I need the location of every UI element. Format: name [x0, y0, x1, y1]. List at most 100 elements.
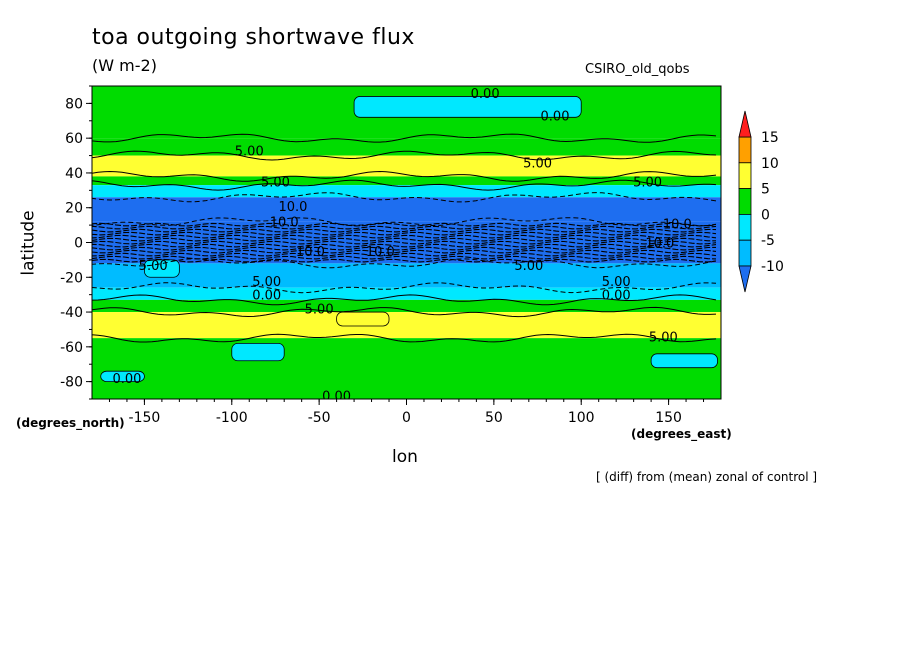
contour-line-10 [92, 333, 717, 343]
y-tick-label-2: -40 [60, 305, 83, 321]
equatorial-contour-10 [92, 252, 717, 257]
y-tick-label-4: 0 [74, 236, 83, 252]
contour-label-2: 5.00 [235, 144, 264, 159]
contour-label-15: 5.00 [602, 275, 631, 290]
contour-line-7 [92, 282, 717, 294]
contour-label-8: 10.0 [663, 217, 692, 232]
contour-band-10 [92, 312, 721, 339]
equatorial-contour-6 [92, 240, 717, 245]
x-tick-label-6: 150 [655, 410, 682, 426]
contour-label-20: 0.00 [112, 372, 141, 387]
colorbar-extend-bottom [738, 265, 752, 293]
contour-label-14: 5.00 [252, 275, 281, 290]
equatorial-contour-8 [92, 246, 717, 251]
contour-label-10: 10.0 [366, 245, 395, 260]
equatorial-contour-5 [92, 237, 716, 242]
colorbar-tick-label-2: 5 [761, 182, 770, 198]
contour-patch-5 [336, 311, 390, 327]
contour-label-7: 10.0 [270, 216, 299, 231]
equatorial-contour-1 [92, 225, 717, 230]
contour-label-6: 10.0 [278, 200, 307, 215]
colorbar-tick-label-5: -10 [761, 259, 784, 275]
contour-line-4 [92, 192, 717, 203]
x-tick-label-5: 100 [568, 410, 595, 426]
chart-title: toa outgoing shortwave flux [92, 25, 415, 50]
y-tick-label-7: 60 [65, 131, 83, 147]
colorbar-segment-0 [738, 136, 752, 164]
model-label: CSIRO_old_qobs [585, 62, 690, 77]
x-axis: -150 -100 -50 0 50 100 150 [108, 399, 705, 426]
y-tick-label-8: 80 [65, 96, 83, 112]
contour-band-1 [92, 138, 721, 156]
equatorial-contour-12 [92, 258, 717, 263]
contour-label-19: 5.00 [649, 330, 678, 345]
colorbar-segment-2 [738, 188, 752, 215]
equatorial-contour-11 [92, 255, 717, 260]
x-tick-label-4: 50 [485, 410, 503, 426]
contour-label-12: 5.00 [139, 259, 168, 274]
y-tick-label-5: 20 [65, 201, 83, 217]
y-tick-label-1: -60 [60, 340, 83, 356]
colorbar-tick-label-3: 0 [761, 207, 770, 223]
contour-patch-3 [650, 353, 718, 369]
contour-label-3: 5.00 [523, 157, 552, 172]
contour-band-8 [92, 287, 721, 300]
equatorial-contour-2 [92, 228, 717, 233]
contour-patch-4 [144, 259, 180, 278]
contour-label-13: 5.00 [514, 259, 543, 274]
contour-label-17: 0.00 [602, 289, 631, 304]
equatorial-contour-0 [92, 222, 717, 227]
contour-band-7 [92, 263, 721, 288]
footnote: [ (diff) from (mean) zonal of control ] [596, 470, 818, 484]
contour-label-9: 10.0 [296, 245, 325, 260]
equatorial-contour-4 [92, 234, 717, 239]
y-axis-units: (degrees_north) [16, 416, 125, 430]
contour-line-8 [92, 294, 717, 306]
y-tick-label-3: -20 [60, 270, 83, 286]
contour-line-6 [92, 258, 717, 269]
contour-band-3 [92, 176, 721, 186]
contour-label-21: 0.00 [322, 390, 351, 405]
colorbar: 15 10 5 0 -5 -10 [738, 110, 784, 293]
equatorial-contour-3 [92, 231, 717, 236]
contour-line-0 [92, 133, 717, 143]
contour-band-11 [92, 338, 721, 399]
contour-label-0: 0.00 [471, 87, 500, 102]
contour-fill-layer [92, 86, 721, 399]
colorbar-segment-3 [738, 213, 752, 241]
y-tick-label-6: 40 [65, 166, 83, 182]
contour-label-18: 5.00 [305, 303, 334, 318]
contour-band-5 [92, 197, 721, 222]
contour-patch-2 [100, 370, 145, 383]
colorbar-segment-1 [738, 162, 752, 190]
contour-band-2 [92, 155, 721, 177]
contour-line-5 [92, 217, 717, 227]
colorbar-segment-4 [738, 239, 752, 267]
contour-patch-1 [231, 342, 285, 362]
colorbar-extend-top [738, 110, 752, 138]
contour-label-4: 5.00 [633, 176, 662, 191]
y-axis: -80 -60 -40 -20 0 20 40 60 80 [60, 85, 92, 400]
contour-label-11: 10.0 [645, 237, 674, 252]
colorbar-tick-label-0: 15 [761, 130, 779, 146]
contour-label-5: 5.00 [261, 176, 290, 191]
contour-line-1 [92, 150, 717, 161]
equatorial-contour-7 [92, 243, 717, 248]
contour-line-3 [92, 179, 717, 191]
contour-line-9 [92, 306, 717, 318]
x-tick-label-2: -50 [308, 410, 331, 426]
contour-patch-0 [353, 96, 582, 118]
chart-units: (W m-2) [92, 56, 157, 75]
contour-label-1: 0.00 [541, 110, 570, 125]
contour-line-layer [92, 133, 717, 343]
contour-line-2 [92, 170, 717, 182]
x-axis-label: lon [392, 447, 418, 467]
x-tick-label-3: 0 [402, 410, 411, 426]
x-tick-label-1: -100 [216, 410, 248, 426]
contour-label-16: 0.00 [252, 289, 281, 304]
x-axis-units: (degrees_east) [631, 427, 732, 441]
colorbar-tick-label-4: -5 [761, 233, 775, 249]
contour-band-4 [92, 185, 721, 198]
